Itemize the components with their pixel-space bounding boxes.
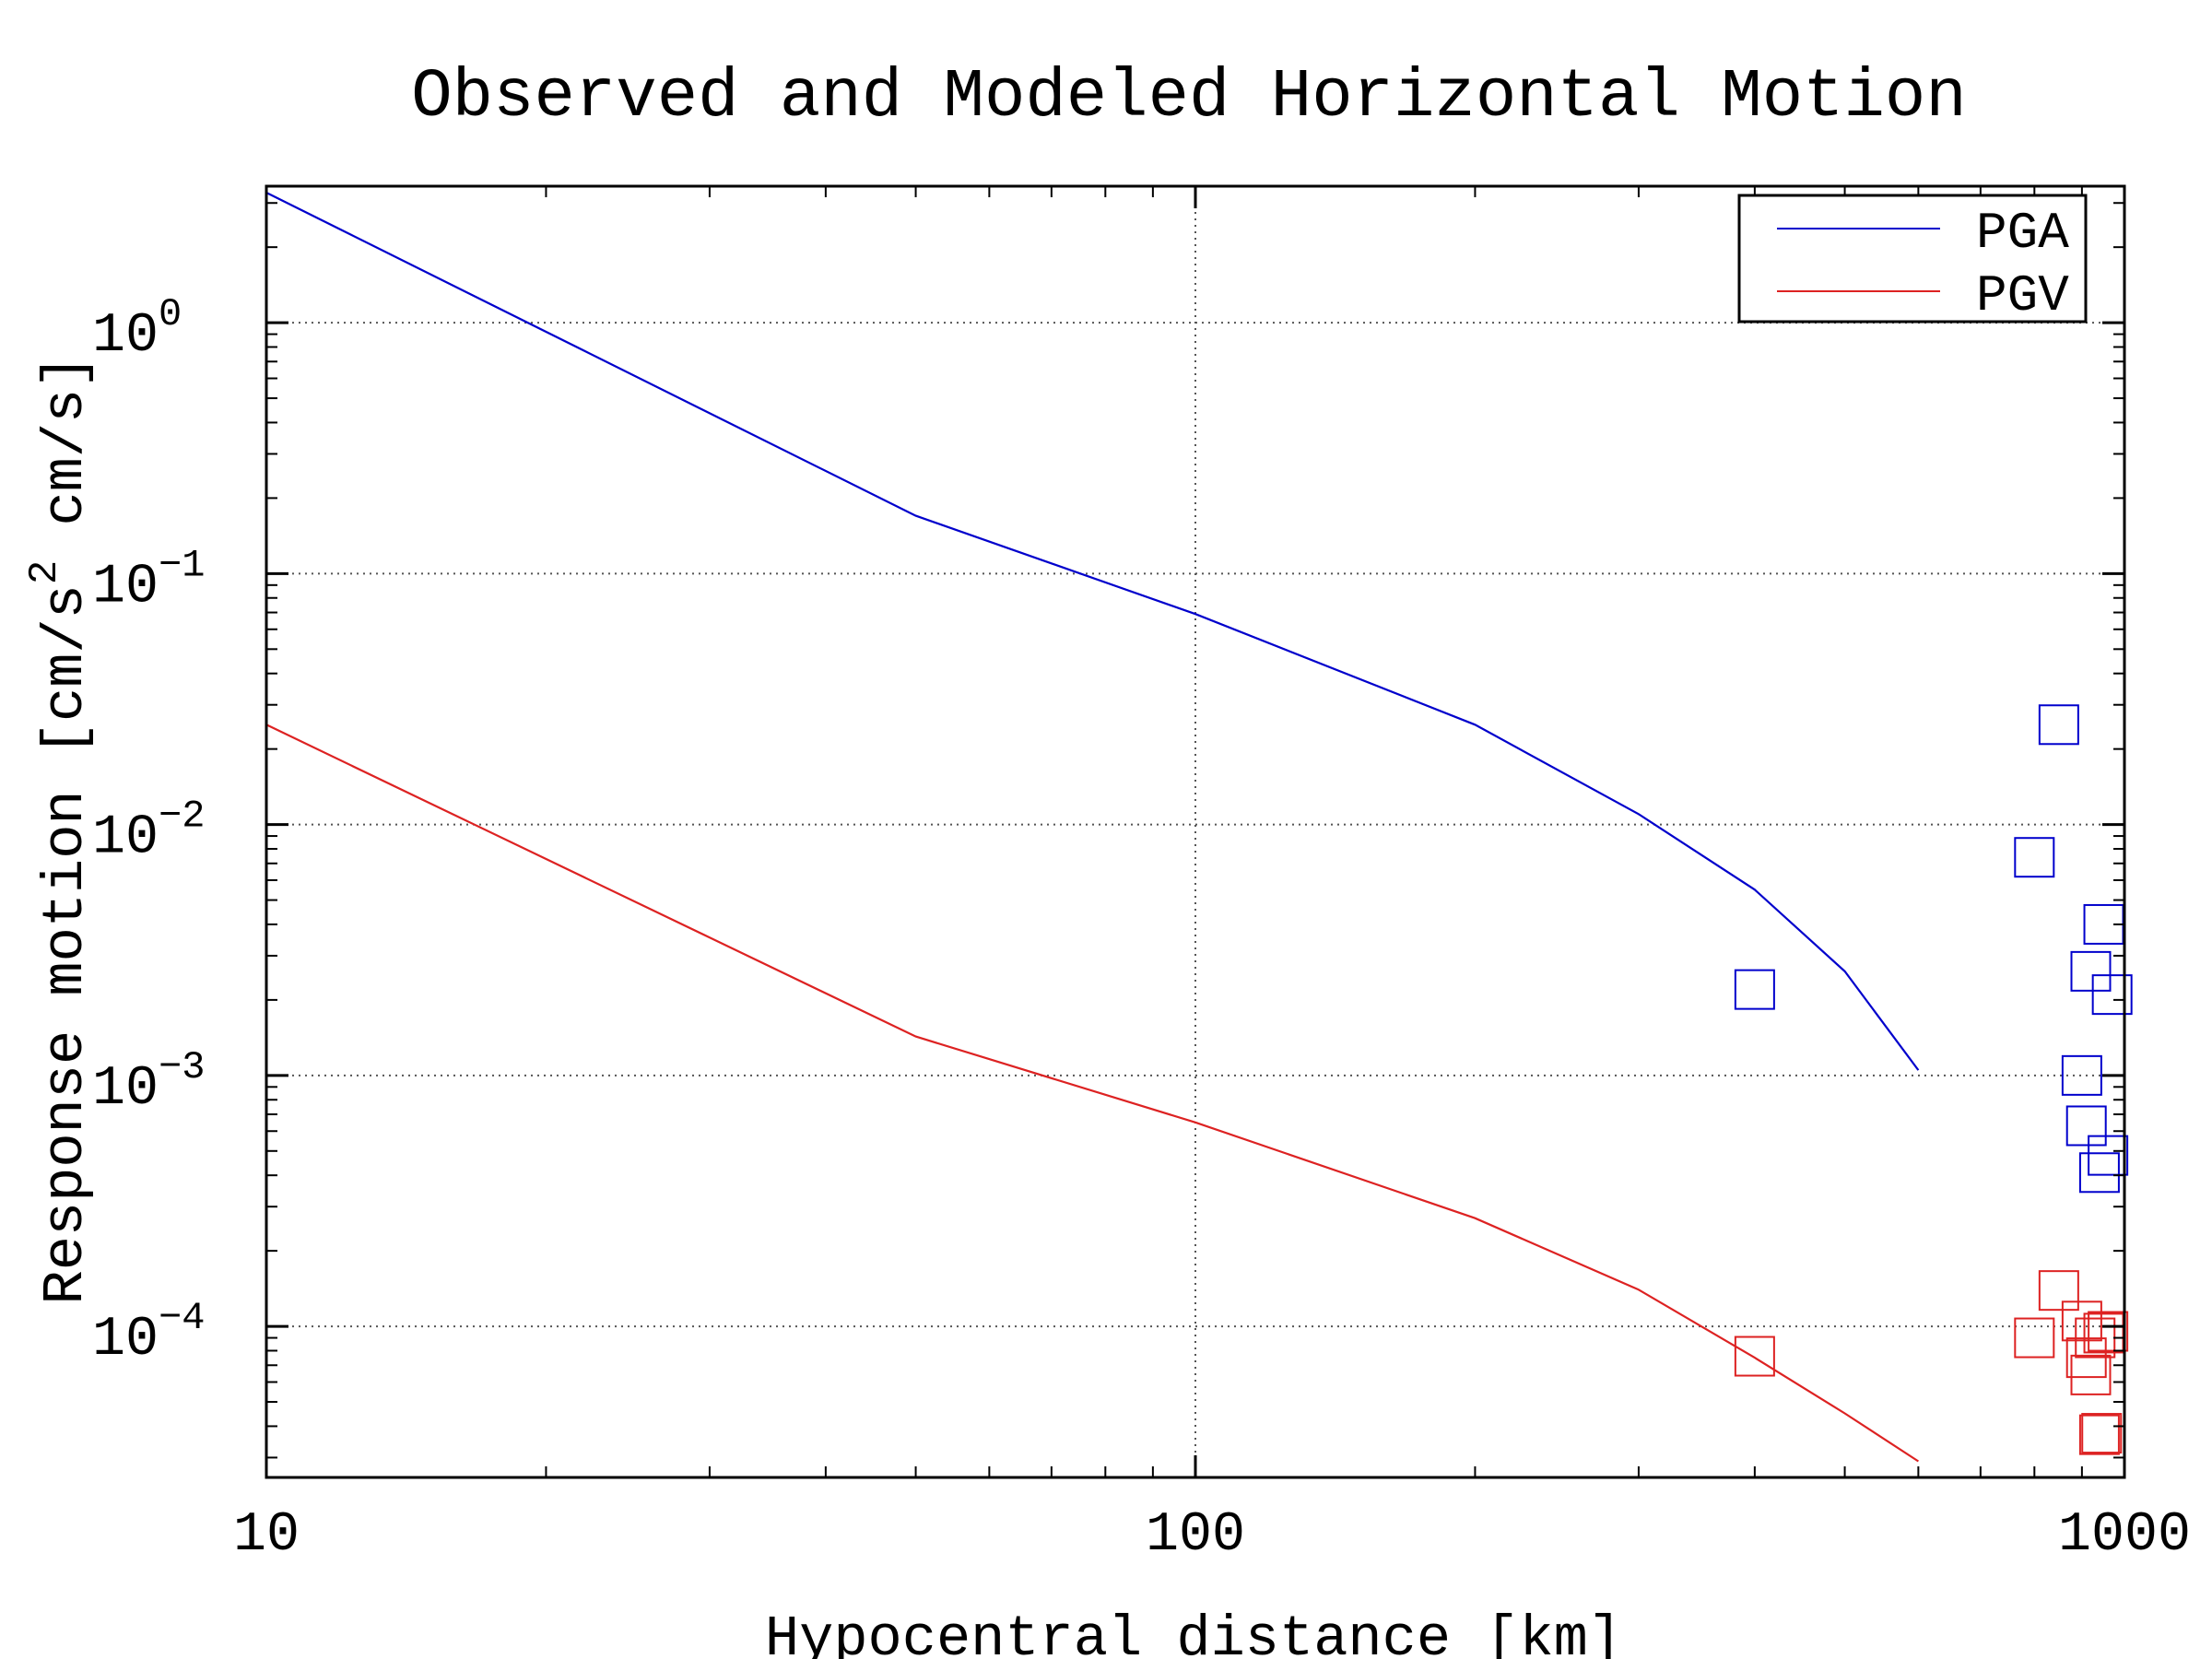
pga-observed-point	[2014, 837, 2055, 878]
legend-label-pga: PGA	[1976, 204, 2069, 263]
pgv-observed-point	[2061, 1300, 2102, 1342]
pga-observed-point	[2070, 950, 2112, 992]
y-tick-label-exponent: −3	[159, 1045, 205, 1089]
legend: PGA PGV	[1737, 194, 2088, 325]
y-tick-label-base: 10	[92, 1309, 159, 1371]
pga-observed-point	[2038, 704, 2079, 746]
pga-observed-point	[1734, 969, 1775, 1010]
x-tick-label: 10	[233, 1504, 300, 1567]
pgv-observed-point	[2014, 1317, 2055, 1359]
y-tick-label-base: 10	[92, 807, 159, 870]
y-tick-label-base: 10	[92, 1058, 159, 1121]
plot-series	[265, 192, 2133, 1463]
y-tick-label-exponent: −1	[159, 543, 205, 587]
y-axis-label-tail: cm/s]	[33, 355, 99, 560]
pgv-observed-point	[2038, 1270, 2079, 1312]
pga-model-line	[265, 192, 1920, 1071]
pga-observed-point	[2088, 1135, 2129, 1176]
y-tick-label: 100	[92, 292, 182, 368]
pgv-observed-point	[2083, 1312, 2124, 1354]
pga-observed-point	[2065, 1105, 2107, 1147]
y-axis-label: Response motion [cm/s2 cm/s]	[22, 355, 99, 1305]
x-tick-label: 1000	[2058, 1504, 2191, 1567]
pgv-observed-point	[2088, 1311, 2129, 1352]
x-tick-label: 100	[1146, 1504, 1245, 1567]
y-tick-label: 10−4	[92, 1296, 205, 1371]
y-tick-label-base: 10	[92, 305, 159, 368]
chart-title: Observed and Modeled Horizontal Motion	[411, 59, 1966, 136]
y-tick-label-base: 10	[92, 556, 159, 618]
y-tick-label-exponent: −2	[159, 794, 205, 839]
pga-observed-point	[2061, 1054, 2102, 1096]
pga-observed-point	[2091, 974, 2133, 1016]
grid-lines	[266, 186, 2124, 1477]
pgv-observed-point	[1734, 1335, 1775, 1377]
y-tick-label: 10−3	[92, 1045, 205, 1121]
y-tick-label-exponent: 0	[159, 292, 182, 336]
pgv-observed-point	[2078, 1414, 2120, 1455]
y-axis-label-main: Response motion [cm/s	[33, 584, 99, 1304]
x-axis-label: Hypocentral distance [km]	[765, 1606, 1622, 1659]
y-tick-label: 10−2	[92, 794, 205, 870]
pgv-observed-point	[2081, 1413, 2123, 1454]
pgv-observed-point	[2070, 1354, 2112, 1395]
y-tick-label: 10−1	[92, 543, 205, 618]
legend-box	[1737, 194, 2088, 324]
pgv-model-line	[265, 724, 1920, 1463]
y-axis-label-sup: 2	[22, 560, 68, 584]
pga-observed-point	[2078, 1152, 2120, 1194]
y-tick-label-exponent: −4	[159, 1296, 205, 1340]
legend-label-pgv: PGV	[1976, 266, 2069, 325]
